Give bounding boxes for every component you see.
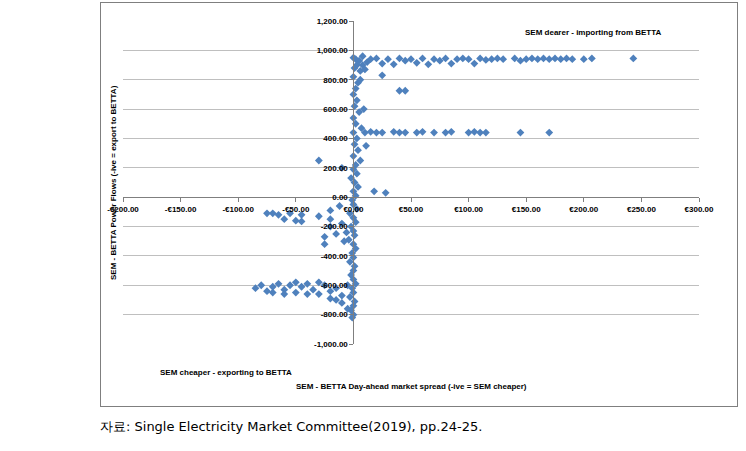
svg-text:-1,000.00: -1,000.00: [314, 340, 348, 349]
svg-text:200.00: 200.00: [323, 164, 348, 173]
svg-text:SEM cheaper - exporting to BET: SEM cheaper - exporting to BETTA: [160, 368, 292, 377]
svg-text:€0.00: €0.00: [343, 205, 364, 214]
svg-text:1,000.00: 1,000.00: [317, 46, 349, 55]
svg-text:-200.00: -200.00: [321, 222, 349, 231]
svg-text:400.00: 400.00: [323, 134, 348, 143]
svg-text:0.00: 0.00: [332, 193, 348, 202]
svg-text:€100.00: €100.00: [454, 205, 483, 214]
svg-text:€250.00: €250.00: [627, 205, 656, 214]
svg-text:-€150.00: -€150.00: [165, 205, 197, 214]
svg-text:-€50.00: -€50.00: [282, 205, 310, 214]
svg-text:€150.00: €150.00: [512, 205, 541, 214]
svg-text:-€200.00: -€200.00: [107, 205, 139, 214]
svg-text:€200.00: €200.00: [569, 205, 598, 214]
svg-text:-400.00: -400.00: [321, 252, 349, 261]
svg-text:800.00: 800.00: [323, 76, 348, 85]
svg-text:€300.00: €300.00: [685, 205, 714, 214]
svg-text:-600.00: -600.00: [321, 281, 349, 290]
svg-text:SEM - BETTA Day-ahead market s: SEM - BETTA Day-ahead market spread (-iv…: [296, 382, 527, 391]
svg-text:-€100.00: -€100.00: [222, 205, 254, 214]
svg-text:SEM - BETTA Power Flows (-ive: SEM - BETTA Power Flows (-ive = export t…: [109, 85, 118, 280]
svg-text:€50.00: €50.00: [399, 205, 424, 214]
svg-text:SEM dearer - importing from BE: SEM dearer - importing from BETTA: [525, 28, 662, 37]
svg-text:1,200.00: 1,200.00: [317, 17, 349, 26]
html-text:자료: Single Electricity Market: 자료: Single Electricity Market Committee(…: [100, 419, 483, 434]
svg-text:600.00: 600.00: [323, 105, 348, 114]
svg-text:-800.00: -800.00: [321, 310, 349, 319]
